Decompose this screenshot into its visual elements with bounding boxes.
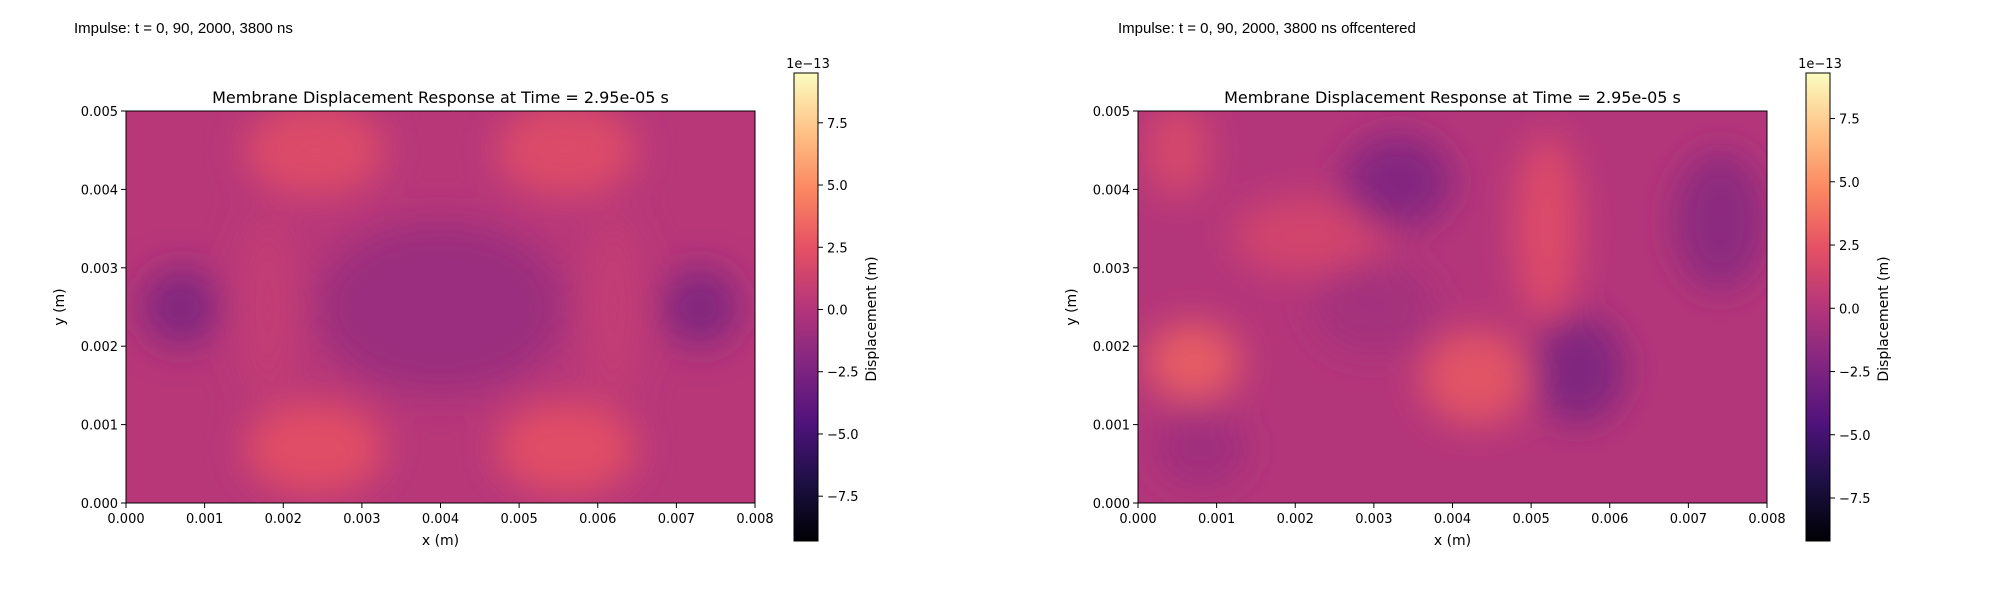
x-tick-label: 0.006	[1591, 512, 1628, 527]
x-tick-label: 0.005	[501, 512, 538, 527]
heatmap-feature	[314, 220, 567, 394]
heatmap-feature	[1515, 134, 1579, 323]
x-tick-label: 0.004	[1434, 512, 1471, 527]
colorbar-tick-label: −2.5	[827, 366, 859, 381]
x-tick-label: 0.000	[1119, 512, 1156, 527]
y-tick-label: 0.003	[81, 262, 118, 277]
panel-caption-right: Impulse: t = 0, 90, 2000, 3800 ns offcen…	[1118, 20, 1416, 37]
x-tick-label: 0.008	[736, 512, 773, 527]
heatmap-field	[1145, 111, 1767, 488]
heatmap-feature	[495, 111, 638, 198]
panel-caption-left: Impulse: t = 0, 90, 2000, 3800 ns	[74, 20, 293, 37]
y-tick-label: 0.004	[81, 183, 118, 198]
y-tick-label: 0.001	[1093, 419, 1130, 434]
heatmap-feature	[1421, 330, 1532, 425]
x-axis-label: x (m)	[422, 533, 459, 549]
heatmap-feature	[236, 212, 299, 402]
y-tick-label: 0.002	[81, 340, 118, 355]
colorbar-tick-label: −5.0	[827, 428, 859, 443]
heatmap-feature	[243, 111, 386, 198]
colorbar-tick-label: 2.5	[1839, 239, 1860, 254]
colorbar-tick-label: −7.5	[1839, 492, 1871, 507]
heatmap-feature	[1153, 408, 1249, 488]
x-tick-label: 0.007	[658, 512, 695, 527]
x-tick-label: 0.002	[265, 512, 302, 527]
heatmap-feature	[1342, 134, 1453, 229]
x-tick-label: 0.003	[343, 512, 380, 527]
y-tick-label: 0.001	[81, 419, 118, 434]
x-tick-label: 0.006	[579, 512, 616, 527]
colorbar-label: Displacement (m)	[1876, 256, 1892, 381]
x-tick-label: 0.005	[1513, 512, 1550, 527]
heatmap-feature	[660, 267, 740, 347]
colorbar-tick-label: −7.5	[827, 490, 859, 505]
colorbar-tick-label: 0.0	[827, 303, 848, 318]
x-tick-label: 0.002	[1277, 512, 1314, 527]
heatmap-feature	[243, 401, 386, 496]
heatmap-feature	[1531, 314, 1626, 425]
heatmap-field	[141, 111, 740, 496]
x-tick-label: 0.004	[422, 512, 459, 527]
y-tick-label: 0.005	[81, 105, 118, 120]
colorbar-tick-label: 7.5	[1839, 113, 1860, 128]
colorbar-tick-label: −5.0	[1839, 429, 1871, 444]
colorbar-tick-label: −2.5	[1839, 366, 1871, 381]
y-tick-label: 0.003	[1093, 262, 1130, 277]
colorbar-tick-label: 2.5	[827, 241, 848, 256]
y-tick-label: 0.005	[1093, 105, 1130, 120]
x-tick-label: 0.003	[1355, 512, 1392, 527]
y-axis-label: y (m)	[1064, 288, 1080, 325]
y-tick-label: 0.004	[1093, 183, 1130, 198]
x-tick-label: 0.001	[186, 512, 223, 527]
x-tick-label: 0.001	[1198, 512, 1235, 527]
heatmap-feature	[582, 212, 645, 402]
colorbar	[1805, 72, 1831, 542]
colorbar-tick-label: 7.5	[827, 117, 848, 132]
x-tick-label: 0.008	[1748, 512, 1785, 527]
x-tick-label: 0.007	[1670, 512, 1707, 527]
colorbar-label: Displacement (m)	[864, 256, 880, 381]
heatmap-feature	[1672, 150, 1767, 292]
x-tick-label: 0.000	[107, 512, 144, 527]
y-tick-label: 0.000	[1093, 497, 1130, 512]
colorbar-tick-label: 5.0	[1839, 176, 1860, 191]
y-tick-label: 0.000	[81, 497, 118, 512]
colorbar-tick-label: 0.0	[1839, 302, 1860, 317]
x-axis-label: x (m)	[1434, 533, 1471, 549]
chart-title: Membrane Displacement Response at Time =…	[1224, 88, 1681, 107]
heatmap-feature	[1310, 259, 1437, 355]
heatmap-feature	[1232, 197, 1390, 276]
y-axis-label: y (m)	[52, 288, 68, 325]
heatmap-feature	[1145, 322, 1241, 402]
heatmap-feature	[1145, 111, 1209, 198]
colorbar-offset-text: 1e−13	[786, 57, 830, 72]
heatmap-feature	[141, 267, 221, 347]
heatmap-feature	[495, 401, 638, 496]
colorbar	[793, 72, 819, 542]
colorbar-tick-label: 5.0	[827, 179, 848, 194]
heatmap-panel-0: Membrane Displacement Response at Time =…	[52, 57, 880, 549]
colorbar-offset-text: 1e−13	[1798, 57, 1842, 72]
chart-title: Membrane Displacement Response at Time =…	[212, 88, 669, 107]
heatmap-panel-1: Membrane Displacement Response at Time =…	[1064, 57, 1892, 549]
y-tick-label: 0.002	[1093, 340, 1130, 355]
